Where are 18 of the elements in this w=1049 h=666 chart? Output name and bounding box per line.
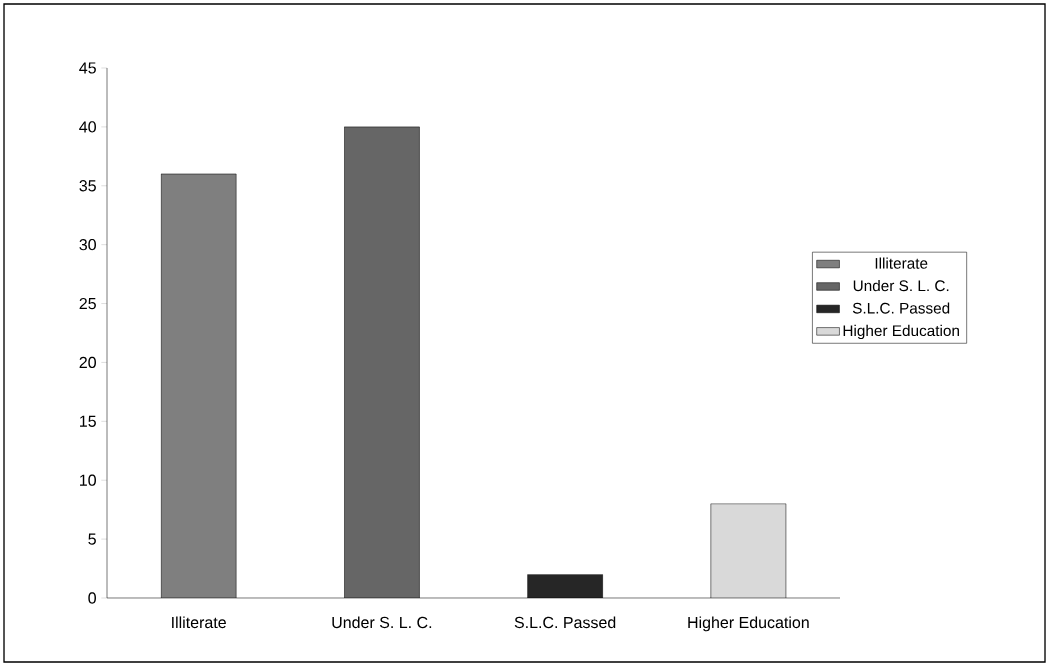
legend-label: S.L.C. Passed — [852, 302, 950, 314]
y-tick-label: 15 — [80, 415, 96, 427]
y-tick-label: 5 — [88, 533, 96, 545]
x-tick-label: Illiterate — [172, 616, 226, 629]
x-tick-label: S.L.C. Passed — [514, 616, 616, 629]
y-tick-label: 10 — [80, 474, 96, 486]
y-tick-label: 30 — [79, 238, 96, 251]
y-tick-label: 45 — [79, 62, 96, 74]
y-tick-label: 40 — [79, 121, 96, 133]
y-tick-label: 25 — [79, 297, 96, 310]
y-tick-label: 20 — [79, 356, 96, 369]
legend-label: Under S. L. C. — [853, 279, 949, 292]
y-tick-label: 0 — [88, 592, 96, 604]
legend-label: Illiterate — [875, 257, 928, 269]
y-tick-label: 35 — [79, 180, 96, 192]
legend-label: Higher Education — [843, 324, 959, 340]
x-tick-label: Under S. L. C. — [332, 616, 432, 629]
x-tick-label: Higher Education — [688, 616, 809, 632]
